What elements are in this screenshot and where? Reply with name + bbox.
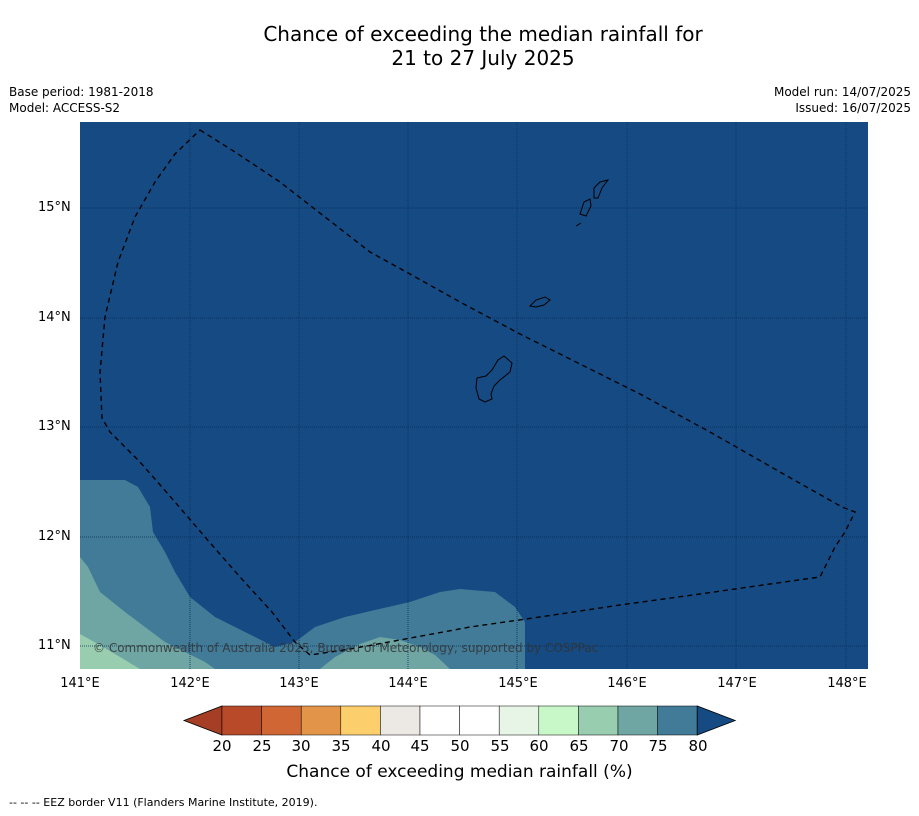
lat-label-15: 15°N <box>38 200 71 215</box>
island-guam <box>475 355 513 403</box>
colorbar-segment <box>340 705 381 736</box>
lon-label-145: 145°E <box>498 676 538 691</box>
base-period: Base period: 1981-2018 <box>9 85 154 99</box>
cbar-tick-80: 80 <box>688 737 708 755</box>
island-tinian <box>579 198 592 217</box>
colorbar-segment <box>657 705 698 736</box>
cbar-tick-20: 20 <box>212 737 232 755</box>
lon-label-144: 144°E <box>388 676 428 691</box>
lon-label-148: 148°E <box>827 676 867 691</box>
cbar-tick-40: 40 <box>371 737 391 755</box>
graticule <box>80 122 868 669</box>
colorbar-segment <box>261 705 302 736</box>
island-rota <box>528 296 551 308</box>
map-background-80pct <box>80 122 868 669</box>
lat-label-11: 11°N <box>38 638 71 653</box>
lon-label-147: 147°E <box>717 676 757 691</box>
lon-label-142: 142°E <box>170 676 210 691</box>
colorbar-segment <box>221 705 262 736</box>
contour-75-80 <box>80 480 525 669</box>
map-title: Chance of exceeding the median rainfall … <box>0 22 919 70</box>
coastlines <box>475 179 610 403</box>
colorbar-segment <box>578 705 619 736</box>
cbar-tick-55: 55 <box>490 737 510 755</box>
model-name: Model: ACCESS-S2 <box>9 101 121 115</box>
cbar-tick-45: 45 <box>410 737 430 755</box>
colorbar-segment <box>498 705 540 736</box>
cbar-tick-30: 30 <box>291 737 311 755</box>
cbar-tick-65: 65 <box>569 737 589 755</box>
meta-left: Base period: 1981-2018 Model: ACCESS-S2 <box>9 84 154 116</box>
colorbar-segment <box>419 705 460 736</box>
map-canvas <box>80 122 868 669</box>
map-panel <box>80 122 868 669</box>
cbar-tick-60: 60 <box>529 737 549 755</box>
island-aguijan <box>575 222 582 227</box>
colorbar <box>182 705 737 736</box>
lon-label-141: 141°E <box>60 676 100 691</box>
lat-label-13: 13°N <box>38 419 71 434</box>
cbar-tick-25: 25 <box>252 737 272 755</box>
colorbar-title: Chance of exceeding median rainfall (%) <box>286 762 633 782</box>
colorbar-segment <box>538 705 579 736</box>
lon-label-143: 143°E <box>279 676 319 691</box>
title-line-2: 21 to 27 July 2025 <box>391 46 575 70</box>
colorbar-segment <box>617 705 658 736</box>
cbar-tick-75: 75 <box>648 737 668 755</box>
colorbar-segment <box>300 705 342 736</box>
cbar-tick-50: 50 <box>450 737 470 755</box>
eez-border <box>99 129 856 656</box>
island-saipan <box>593 179 610 199</box>
model-run: Model run: 14/07/2025 <box>773 85 911 99</box>
issued-date: Issued: 16/07/2025 <box>795 101 911 115</box>
colorbar-segment <box>380 705 421 736</box>
meta-right: Model run: 14/07/2025 Issued: 16/07/2025 <box>774 84 911 116</box>
lat-label-14: 14°N <box>38 310 71 325</box>
title-line-1: Chance of exceeding the median rainfall … <box>263 22 703 46</box>
contour-65-70 <box>80 634 140 669</box>
colorbar-segment <box>459 705 500 736</box>
cbar-tick-70: 70 <box>609 737 629 755</box>
lat-label-12: 12°N <box>38 529 71 544</box>
copyright-notice: © Commonwealth of Australia 2025, Bureau… <box>93 641 599 655</box>
lon-label-146: 146°E <box>607 676 647 691</box>
colorbar-extend-low <box>182 705 223 736</box>
eez-footnote: -- -- -- EEZ border V11 (Flanders Marine… <box>9 796 318 809</box>
colorbar-extend-high <box>696 705 737 736</box>
cbar-tick-35: 35 <box>331 737 351 755</box>
